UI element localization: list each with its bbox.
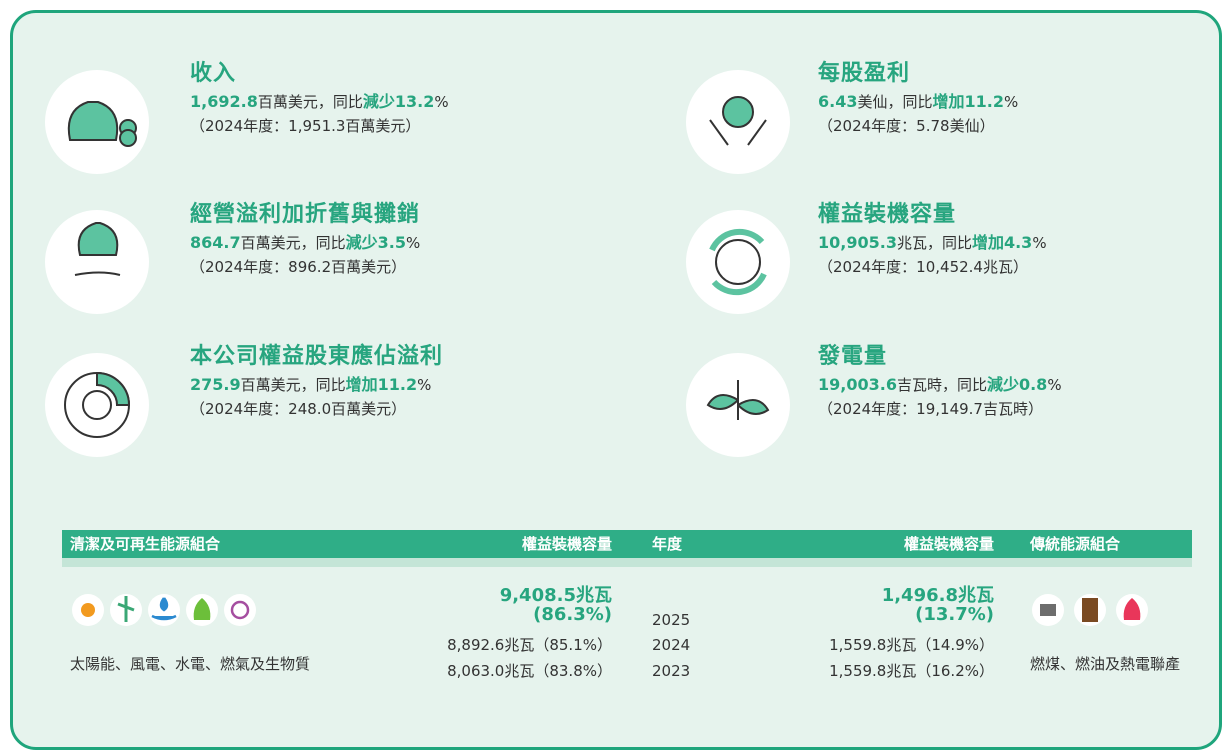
kpi-unit: 吉瓦時，同比 [896,376,987,394]
kpi-unit: 百萬美元，同比 [240,234,346,252]
kpi-change: 增加4.3 [971,233,1033,252]
kpi-percent: % [434,93,449,111]
kpi-value: 6.43 [818,92,858,111]
table-header-bar [62,530,1192,558]
table-header: 年度 [652,535,683,553]
kpi-prior: （2024年度：10,452.4兆瓦） [818,258,1028,276]
kpi-prior: （2024年度：1,951.3百萬美元） [190,117,421,135]
page: 清潔及可再生能源組合 權益裝機容量 年度 權益裝機容量 傳統能源組合 9,408… [10,10,1222,750]
kpi-change: 減少0.8 [986,375,1048,394]
kpi-unit: 美仙，同比 [857,93,933,111]
kpi-title: 每股盈利 [818,61,911,86]
table-header: 權益裝機容量 [521,535,612,553]
kpi-title: 本公司權益股東應佔溢利 [190,344,444,369]
traditional-latest-share: (13.7%) [915,604,994,625]
clean-caption: 太陽能、風電、水電、燃氣及生物質 [70,655,311,673]
kpi-line: 275.9百萬美元，同比增加11.2% [190,371,443,395]
clean-row: 8,892.6兆瓦（85.1%） [447,636,612,654]
kpi-line: 6.43美仙，同比增加11.2% [818,88,1018,112]
table-header: 傳統能源組合 [1030,535,1121,553]
kpi: 本公司權益股東應佔溢利 275.9百萬美元，同比增加11.2% （2024年度：24… [190,338,443,419]
year: 2025 [652,611,691,629]
frame [10,10,1222,750]
kpi-prior: （2024年度：5.78美仙） [818,117,995,135]
kpi-title: 收入 [190,61,237,86]
kpi-line: 864.7百萬美元，同比減少3.5% [190,229,420,253]
traditional-caption: 燃煤、燃油及熱電聯產 [1030,655,1181,673]
kpi-prior: （2024年度：248.0百萬美元） [190,400,407,418]
icon-shapes [64,96,770,438]
kpi-value: 864.7 [190,233,241,252]
traditional-latest: 1,496.8兆瓦 [881,585,994,606]
kpi-change: 增加11.2 [345,375,418,394]
traditional-row: 1,559.8兆瓦（14.9%） [829,636,994,654]
table-header: 權益裝機容量 [903,535,994,553]
year: 2023 [652,662,691,680]
kpi-percent: % [405,234,421,252]
kpi-change: 減少13.2 [362,92,435,111]
table-header: 清潔及可再生能源組合 [70,535,221,553]
kpi-unit: 兆瓦，同比 [896,234,972,252]
kpi-change: 增加11.2 [932,92,1004,111]
kpi-unit: 百萬美元，同比 [240,376,346,394]
kpi-title: 權益裝機容量 [818,202,957,227]
kpi-line: 1,692.8百萬美元，同比減少13.2% [190,88,449,112]
kpi-percent: % [417,376,432,394]
kpi: 發電量 19,003.6吉瓦時，同比減少0.8% （2024年度：19,149.7吉… [818,338,1062,419]
clean-row: 8,063.0兆瓦（83.8%） [447,662,612,680]
clean-latest-share: (86.3%) [533,604,612,625]
kpi-prior: （2024年度：896.2百萬美元） [190,258,407,276]
icons [45,70,1192,626]
kpi-value: 1,692.8 [190,92,258,111]
kpi-title: 經營溢利加折舊與攤銷 [190,202,421,227]
kpi-title: 發電量 [818,344,888,369]
kpi-percent: % [1003,93,1019,111]
kpi-line: 10,905.3兆瓦，同比增加4.3% [818,229,1047,253]
kpi: 權益裝機容量 10,905.3兆瓦，同比增加4.3% （2024年度：10,452.… [818,196,1047,277]
kpi-unit: 百萬美元，同比 [257,93,363,111]
kpi-percent: % [1032,234,1047,252]
kpi-change: 減少3.5 [345,233,406,252]
kpi-prior: （2024年度：19,149.7吉瓦時） [818,400,1043,418]
kpi-value: 19,003.6 [818,375,897,394]
kpi: 每股盈利 6.43美仙，同比增加11.2% （2024年度：5.78美仙） [818,55,1018,136]
table-header-strip [62,558,1192,567]
traditional-row: 1,559.8兆瓦（16.2%） [829,662,994,680]
kpi: 收入 1,692.8百萬美元，同比減少13.2% （2024年度：1,951.3百萬… [190,55,449,136]
clean-latest: 9,408.5兆瓦 [499,585,612,606]
energy-icons [72,594,1148,626]
kpi-line: 19,003.6吉瓦時，同比減少0.8% [818,371,1062,395]
kpi: 經營溢利加折舊與攤銷 864.7百萬美元，同比減少3.5% （2024年度：896.… [190,196,420,277]
kpi-value: 10,905.3 [818,233,897,252]
kpi-value: 275.9 [190,375,241,394]
kpi-percent: % [1047,376,1062,394]
year: 2024 [652,636,691,654]
